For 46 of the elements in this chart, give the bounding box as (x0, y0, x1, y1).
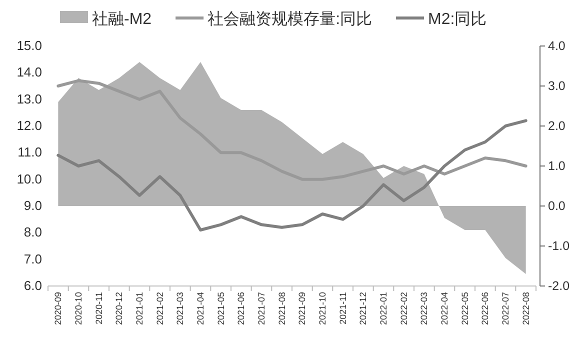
y-tick-label: 8.0 (24, 224, 42, 240)
legend-label: 社会融资规模存量:同比 (208, 10, 372, 28)
x-tick-label: 2021-06 (236, 292, 246, 326)
x-tick-label: 2021-08 (276, 292, 287, 326)
x-tick-label: 2020-10 (74, 292, 84, 326)
x-tick-label: 2022-03 (419, 292, 430, 326)
x-tick-label: 2021-02 (154, 292, 165, 326)
y-tick-label: 11.0 (18, 144, 42, 160)
y2-tick-label: -2.0 (548, 279, 570, 293)
y2-tick-label: -1.0 (548, 239, 570, 253)
x-tick-label: 2022-02 (398, 292, 409, 326)
y2-tick-label: 2.0 (548, 119, 566, 133)
y-tick-label: 6.0 (24, 278, 42, 293)
legend-label: M2:同比 (428, 10, 487, 28)
x-tick-label: 2021-04 (196, 292, 206, 326)
x-tick-label: 2021-07 (256, 292, 266, 326)
x-tick-label: 2022-05 (460, 292, 470, 326)
x-tick-label: 2020-09 (53, 292, 64, 326)
x-tick-label: 2022-08 (520, 292, 531, 326)
x-tick-label: 2021-09 (297, 292, 308, 326)
line-series (56, 119, 528, 232)
y2-tick-label: 1.0 (548, 159, 566, 173)
y2-tick-label: 0.0 (548, 199, 566, 213)
y-tick-label: 13.0 (16, 91, 42, 106)
x-tick-label: 2021-12 (358, 292, 368, 326)
x-tick-label: 2021-05 (216, 292, 226, 326)
x-tick-label: 2021-03 (175, 292, 186, 326)
x-tick-label: 2022-06 (480, 292, 490, 326)
y2-tick-label: 4.0 (548, 39, 566, 53)
y-tick-label: 9.0 (24, 198, 42, 213)
x-tick-label: 2020-12 (114, 292, 124, 326)
y-tick-label: 12.0 (16, 118, 42, 133)
x-tick-label: 2021-10 (318, 292, 328, 326)
x-tick-label: 2022-07 (500, 292, 510, 326)
x-tick-label: 2022-01 (378, 292, 388, 326)
x-tick-label: 2021-01 (134, 292, 144, 326)
x-tick-label: 2020-11 (94, 292, 104, 324)
x-tick-label: 2022-04 (440, 292, 450, 326)
line-series (56, 79, 528, 181)
legend-label: 社融-M2 (92, 10, 152, 28)
y-tick-label: 7.0 (24, 251, 42, 266)
y2-tick-label: 3.0 (548, 79, 566, 93)
y-tick-label: 14.0 (16, 64, 42, 80)
x-tick-label: 2021-11 (338, 292, 348, 324)
y-tick-label: 10.0 (16, 171, 42, 186)
y-tick-label: 15.0 (16, 38, 42, 53)
